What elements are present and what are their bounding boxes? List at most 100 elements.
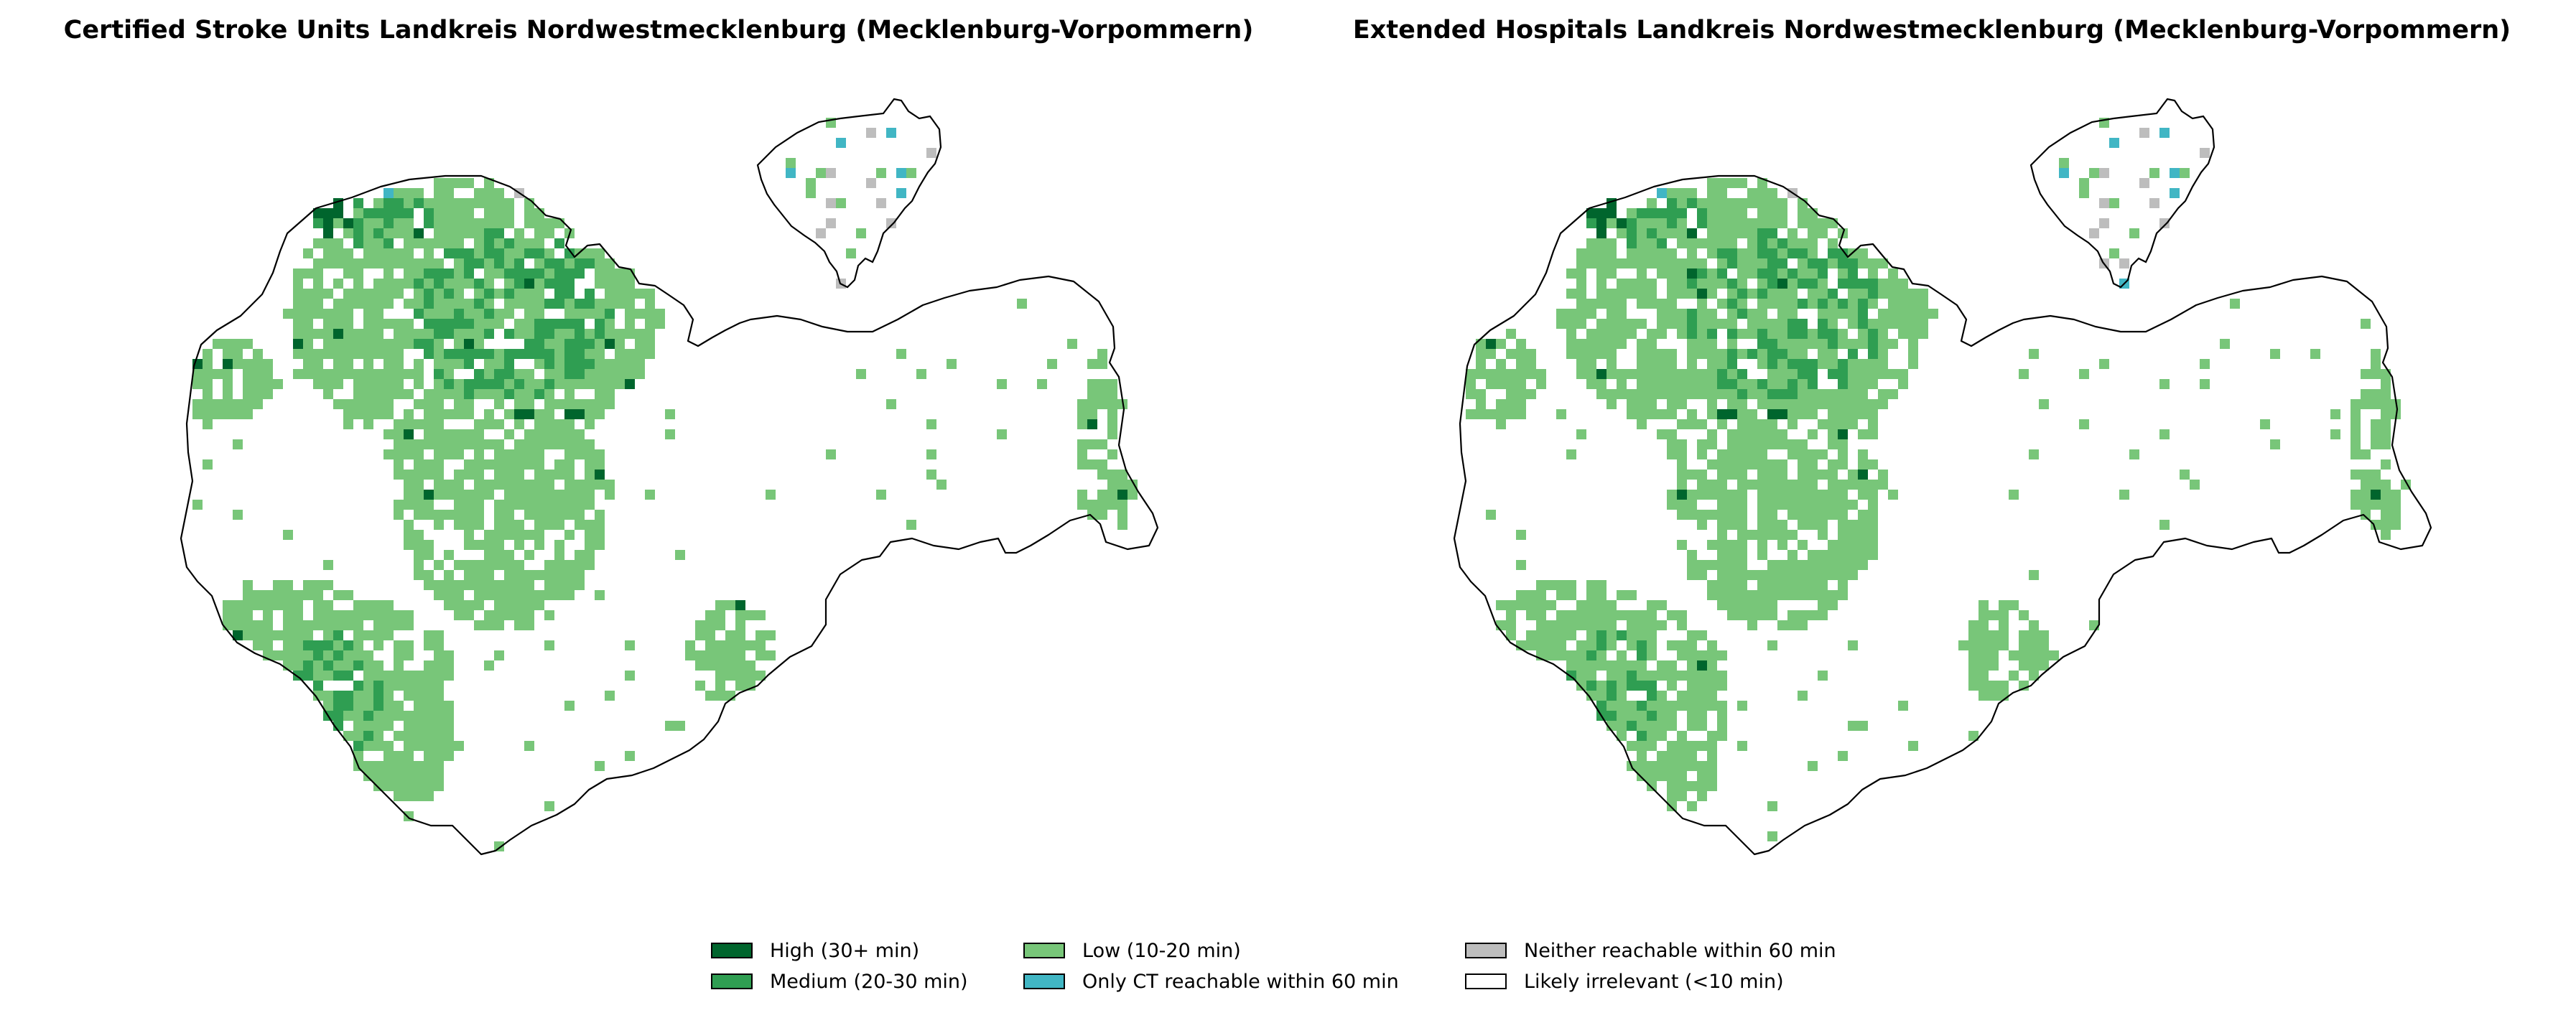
map-cell (1767, 570, 1777, 580)
map-cell (383, 339, 394, 349)
map-cell (1097, 470, 1107, 480)
map-cell (534, 470, 544, 480)
map-cell (394, 449, 404, 459)
map-cell (1707, 640, 1717, 650)
map-cell (665, 721, 675, 731)
map-cell (2099, 218, 2109, 228)
map-cell (1747, 480, 1757, 490)
map-cell (1576, 248, 1586, 258)
map-cell (1818, 671, 1828, 681)
map-cell (313, 309, 323, 319)
map-cell (1858, 258, 1868, 268)
map-cell (1637, 399, 1647, 409)
map-cell (1838, 389, 1848, 399)
map-cell (1737, 580, 1747, 590)
map-cell (524, 369, 534, 379)
map-cell (494, 238, 504, 248)
map-cell (404, 781, 414, 791)
map-cell (1667, 640, 1677, 650)
map-cell (1566, 309, 1576, 319)
map-cell (544, 419, 554, 429)
map-cell (1717, 480, 1727, 490)
map-cell (404, 540, 414, 550)
map-cell (1697, 389, 1707, 399)
map-cell (1117, 480, 1127, 490)
map-cell (283, 620, 293, 630)
map-cell (1687, 701, 1697, 711)
map-cell (1828, 238, 1838, 248)
map-cell (2371, 389, 2381, 399)
map-cell (434, 279, 444, 289)
map-cell (1828, 258, 1838, 268)
map-cell (524, 600, 534, 610)
map-cell (404, 198, 414, 208)
map-cell (1878, 258, 1888, 268)
map-cell (554, 349, 564, 359)
map-cell (414, 711, 424, 721)
map-cell (1127, 490, 1138, 500)
map-cell (1707, 208, 1717, 218)
map-cell (404, 409, 414, 419)
map-cell (534, 238, 544, 248)
map-cell (434, 731, 444, 741)
map-cell (1687, 550, 1697, 560)
map-cell (434, 429, 444, 439)
map-cell (1617, 339, 1627, 349)
map-cell (1677, 279, 1687, 289)
map-cell (1777, 560, 1787, 570)
map-cell (1107, 470, 1117, 480)
map-cell (534, 429, 544, 439)
map-cell (394, 289, 404, 299)
map-cell (1818, 329, 1828, 339)
map-cell (1707, 198, 1717, 208)
map-cell (363, 258, 373, 268)
map-cell (1767, 439, 1777, 449)
map-cell (303, 640, 313, 650)
map-cell (1637, 671, 1647, 681)
map-cell (2351, 449, 2361, 459)
map-cell (504, 580, 514, 590)
map-cell (585, 248, 595, 258)
map-cell (394, 369, 404, 379)
map-cell (1637, 701, 1647, 711)
map-cell (233, 439, 243, 449)
map-cell (575, 500, 585, 510)
map-cell (1687, 781, 1697, 791)
map-cell (444, 741, 454, 751)
map-cell (605, 268, 615, 279)
map-cell (886, 128, 896, 138)
map-cell (1838, 490, 1848, 500)
map-cell (484, 329, 494, 339)
map-cell (363, 238, 373, 248)
map-cell (1677, 771, 1687, 781)
map-cell (1767, 208, 1777, 218)
map-cell (1868, 289, 1878, 299)
map-cell (1647, 379, 1657, 389)
map-cell (414, 419, 424, 429)
map-cell (1707, 268, 1717, 279)
map-cell (1868, 339, 1878, 349)
map-cell (263, 379, 273, 389)
map-cell (474, 470, 484, 480)
map-cell (1707, 349, 1717, 359)
map-cell (1989, 660, 1999, 671)
map-cell (474, 258, 484, 268)
map-cell (504, 449, 514, 459)
map-cell (1476, 389, 1486, 399)
map-cell (394, 620, 404, 630)
map-cell (1818, 550, 1828, 560)
map-cell (534, 590, 544, 600)
map-cell (1657, 691, 1667, 701)
map-cell (605, 490, 615, 500)
map-cell (1526, 600, 1536, 610)
map-cell (1707, 369, 1717, 379)
map-cell (615, 289, 625, 299)
map-cell (605, 379, 615, 389)
map-cell (434, 389, 444, 399)
map-cell (1717, 701, 1727, 711)
map-cell (1777, 268, 1787, 279)
map-cell (1808, 339, 1818, 349)
map-cell (1818, 570, 1828, 580)
map-cell (2361, 319, 2371, 329)
map-cell (1868, 319, 1878, 329)
